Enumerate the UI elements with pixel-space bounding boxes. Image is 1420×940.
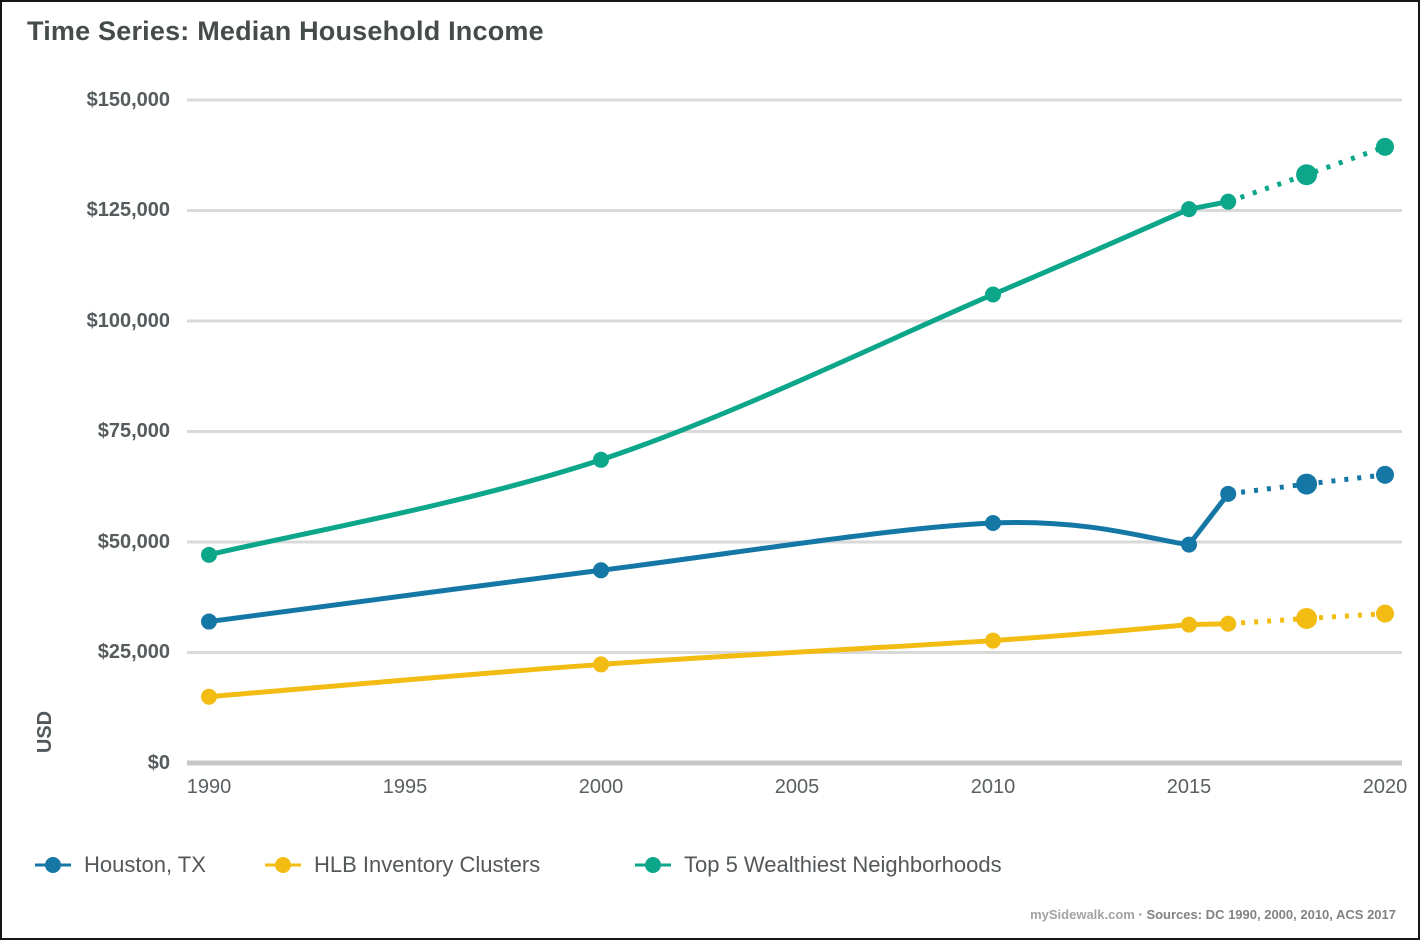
data-point [1376, 137, 1394, 156]
data-point [985, 632, 1001, 649]
legend-marker-top5-icon [635, 857, 671, 873]
y-axis-tick-label: $150,000 [86, 89, 170, 111]
y-axis-tick-label: $25,000 [97, 641, 170, 663]
x-axis-tick-label: 2000 [578, 776, 624, 798]
data-point [1296, 164, 1318, 186]
y-axis-tick-label: $75,000 [97, 420, 170, 442]
data-point [201, 546, 217, 563]
legend-label-houston: Houston, TX [84, 852, 206, 877]
series-line-2 [206, 199, 1231, 558]
data-point [593, 562, 609, 579]
y-axis-tick-label: $125,000 [86, 199, 170, 221]
data-point [985, 286, 1001, 303]
x-axis-tick-label: 1990 [186, 776, 232, 798]
x-axis-tick-label: 2010 [970, 776, 1016, 798]
y-axis-tick-label: $100,000 [86, 310, 170, 332]
source-attribution: mySidewalk.com · Sources: DC 1990, 2000,… [1030, 907, 1396, 922]
series-line-1 [206, 621, 1231, 700]
series-line-0 [206, 491, 1231, 625]
x-axis-tick-label: 1995 [382, 776, 428, 798]
chart-title: Time Series: Median Household Income [27, 16, 544, 46]
data-point [593, 451, 609, 468]
data-point [593, 656, 609, 673]
data-point [1220, 615, 1237, 632]
source-brand: mySidewalk.com [1030, 907, 1135, 922]
legend-marker-houston-icon [35, 857, 71, 873]
data-point [201, 688, 217, 705]
data-point [1181, 616, 1197, 633]
y-axis-tick-label: $0 [147, 752, 170, 774]
x-axis-tick-label: 2005 [774, 776, 820, 798]
data-point [985, 514, 1001, 531]
x-axis-tick-label: 2020 [1362, 776, 1408, 798]
data-point [1376, 604, 1394, 623]
legend-item-top5: Top 5 Wealthiest Neighborhoods [634, 847, 1002, 883]
data-point [1376, 465, 1394, 484]
legend-item-houston: Houston, TX [34, 847, 206, 883]
data-point [1220, 485, 1237, 502]
data-point [1296, 473, 1318, 495]
data-point [1220, 193, 1237, 210]
series-projection-2 [1227, 144, 1386, 205]
data-point [1181, 201, 1197, 218]
source-separator: · [1134, 907, 1147, 922]
legend-label-hlb: HLB Inventory Clusters [314, 852, 541, 877]
legend-item-hlb: HLB Inventory Clusters [264, 847, 540, 883]
x-axis-tick-label: 2015 [1166, 776, 1212, 798]
y-axis-title: USD [34, 710, 56, 754]
y-axis-tick-label: $50,000 [97, 531, 170, 553]
legend-marker-hlb-icon [265, 857, 301, 873]
data-point [1296, 607, 1318, 629]
data-point [201, 613, 217, 630]
legend-label-top5: Top 5 Wealthiest Neighborhoods [684, 852, 1002, 877]
source-text: Sources: DC 1990, 2000, 2010, ACS 2017 [1146, 907, 1396, 922]
data-point [1181, 536, 1197, 553]
legend: Houston, TX HLB Inventory Clusters Top 5… [2, 847, 1418, 883]
